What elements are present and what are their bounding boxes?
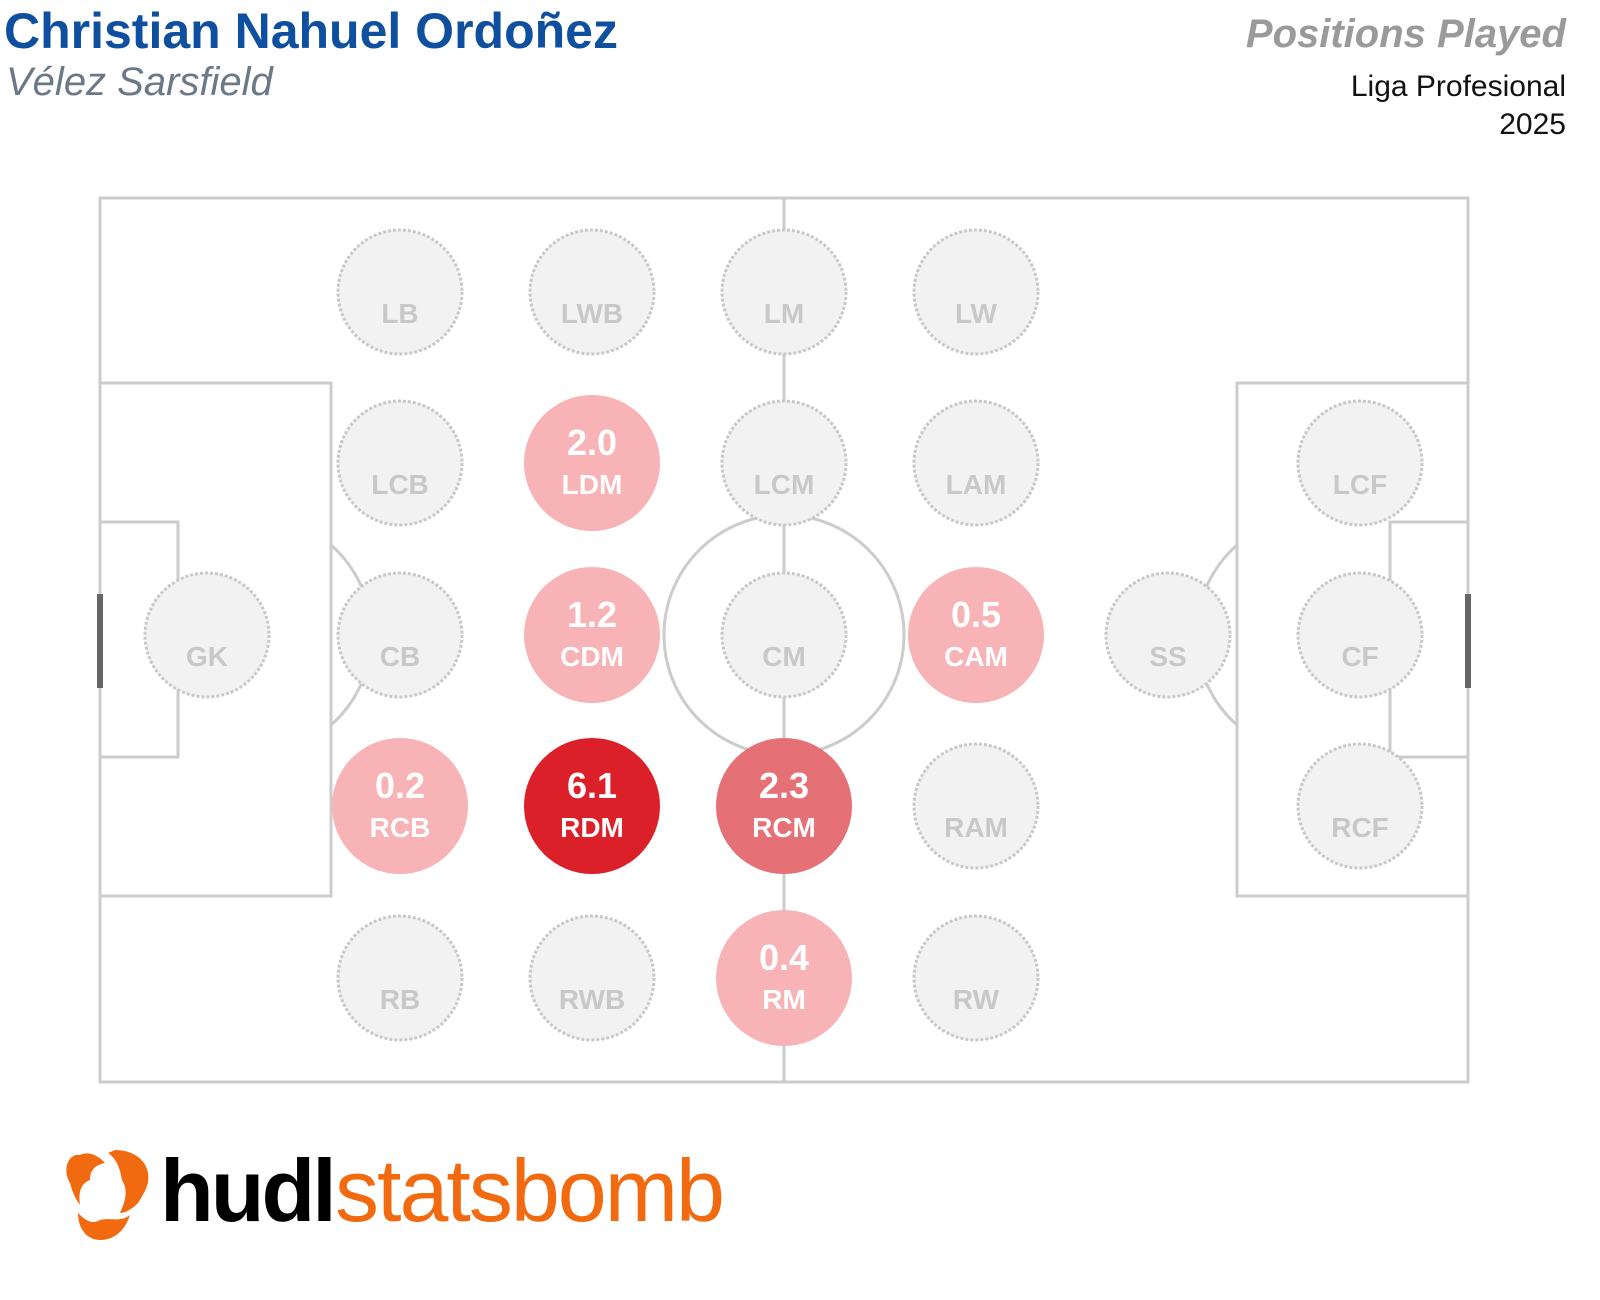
position-ss: SS	[1104, 571, 1232, 699]
position-value: 0.4	[759, 937, 809, 978]
position-circle	[524, 738, 660, 874]
position-rb: RB	[336, 914, 464, 1042]
position-label: CAM	[944, 641, 1008, 672]
position-lcm: LCM	[720, 399, 848, 527]
position-rw: RW	[912, 914, 1040, 1042]
position-label: LM	[764, 298, 804, 329]
position-value: 6.1	[567, 765, 617, 806]
competition: Liga Profesional	[1350, 70, 1566, 103]
left-goal	[97, 594, 103, 688]
position-circle	[143, 571, 271, 699]
position-cb: CB	[336, 571, 464, 699]
position-circle	[720, 571, 848, 699]
position-circle	[336, 228, 464, 356]
position-lb: LB	[336, 228, 464, 356]
position-label: RAM	[944, 812, 1008, 843]
position-rcm: 2.3 RCM	[716, 738, 852, 874]
position-circle	[912, 742, 1040, 870]
right-goal	[1465, 594, 1471, 688]
position-label: CF	[1341, 641, 1378, 672]
position-ram: RAM	[912, 742, 1040, 870]
position-label: LCM	[754, 469, 815, 500]
position-circle	[720, 228, 848, 356]
position-lam: LAM	[912, 399, 1040, 527]
position-cam: 0.5 CAM	[908, 567, 1044, 703]
position-label: LB	[381, 298, 418, 329]
position-lm: LM	[720, 228, 848, 356]
position-circle	[908, 567, 1044, 703]
position-circle	[524, 395, 660, 531]
position-circle	[716, 738, 852, 874]
position-label: LCB	[371, 469, 429, 500]
position-label: RB	[380, 984, 420, 1015]
position-label: GK	[186, 641, 228, 672]
position-cf: CF	[1296, 571, 1424, 699]
position-circle	[716, 910, 852, 1046]
position-label: LW	[955, 298, 998, 329]
position-value: 1.2	[567, 594, 617, 635]
position-rwb: RWB	[528, 914, 656, 1042]
position-circle	[336, 571, 464, 699]
position-label: RWB	[559, 984, 625, 1015]
position-circle	[336, 914, 464, 1042]
position-circle	[912, 914, 1040, 1042]
position-label: CDM	[560, 641, 624, 672]
position-circle	[524, 567, 660, 703]
position-circle	[1296, 742, 1424, 870]
position-label: RCM	[752, 812, 816, 843]
position-value: 0.5	[951, 594, 1001, 635]
position-rdm: 6.1 RDM	[524, 738, 660, 874]
position-lcb: LCB	[336, 399, 464, 527]
position-ldm: 2.0 LDM	[524, 395, 660, 531]
position-label: RW	[953, 984, 1000, 1015]
position-circle	[1296, 571, 1424, 699]
position-circle	[1104, 571, 1232, 699]
position-label: RDM	[560, 812, 624, 843]
position-circle	[912, 399, 1040, 527]
season: 2025	[1499, 108, 1566, 141]
position-label: SS	[1149, 641, 1186, 672]
logo-statsbomb: statsbomb	[335, 1141, 725, 1240]
logo-hudl: hudl	[160, 1141, 337, 1240]
position-label: CB	[380, 641, 420, 672]
position-label: LDM	[562, 469, 623, 500]
position-circle	[720, 399, 848, 527]
position-rcb: 0.2 RCB	[332, 738, 468, 874]
position-gk: GK	[143, 571, 271, 699]
position-lcf: LCF	[1296, 399, 1424, 527]
chart-title: Positions Played	[1245, 12, 1566, 56]
position-label: CM	[762, 641, 806, 672]
position-label: RCF	[1331, 812, 1389, 843]
position-rm: 0.4 RM	[716, 910, 852, 1046]
position-value: 2.0	[567, 422, 617, 463]
position-lwb: LWB	[528, 228, 656, 356]
position-rcf: RCF	[1296, 742, 1424, 870]
team-name: Vélez Sarsfield	[6, 60, 273, 104]
position-label: RM	[762, 984, 806, 1015]
position-circle	[528, 228, 656, 356]
position-value: 2.3	[759, 765, 809, 806]
position-label: RCB	[370, 812, 431, 843]
position-label: LCF	[1333, 469, 1387, 500]
position-lw: LW	[912, 228, 1040, 356]
statsbomb-logo-icon	[66, 1150, 149, 1240]
player-name: Christian Nahuel Ordoñez	[4, 3, 618, 59]
position-circle	[1296, 399, 1424, 527]
position-circle	[336, 399, 464, 527]
position-circle	[332, 738, 468, 874]
position-circle	[912, 228, 1040, 356]
position-cm: CM	[720, 571, 848, 699]
position-cdm: 1.2 CDM	[524, 567, 660, 703]
position-label: LAM	[946, 469, 1007, 500]
position-label: LWB	[561, 298, 623, 329]
position-circle	[528, 914, 656, 1042]
position-value: 0.2	[375, 765, 425, 806]
